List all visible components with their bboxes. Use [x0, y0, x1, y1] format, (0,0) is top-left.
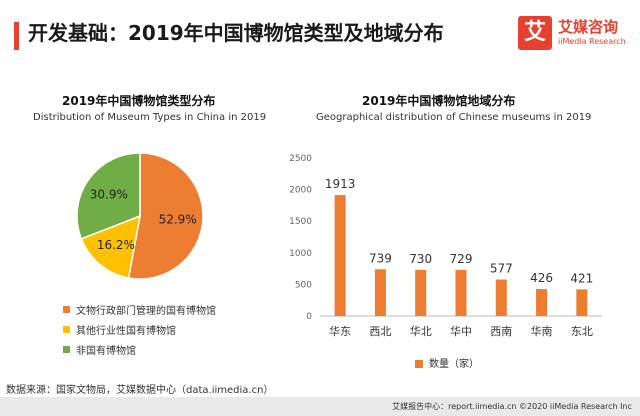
x-tick-label: 西北 — [369, 325, 391, 338]
pie-legend-item-2: 非国有博物馆 — [63, 342, 136, 357]
pie-chart: 52.9% 16.2% 30.9% — [76, 152, 204, 280]
y-tick-label: 500 — [295, 280, 312, 290]
bar-value-label: 729 — [450, 252, 473, 266]
x-tick-label: 华东 — [329, 324, 351, 338]
logo-name: 艾媒咨询 — [558, 18, 619, 36]
pie-slice-0 — [127, 152, 204, 280]
pie-slice-1 — [80, 214, 141, 279]
bar-chart-title: 2019年中国博物馆地域分布 — [362, 94, 516, 108]
y-tick-label: 2000 — [289, 186, 312, 196]
pie-chart-title: 2019年中国博物馆类型分布 — [62, 94, 216, 108]
bar-value-label: 739 — [369, 251, 392, 265]
legend-label-1: 其他行业性国有博物馆 — [76, 326, 176, 337]
page-header: 开发基础：2019年中国博物馆类型及地域分布 艾 艾媒咨询 iiMedia Re… — [0, 0, 640, 66]
bar-value-label: 1913 — [325, 177, 356, 191]
header-accent-bar — [14, 22, 19, 50]
bar-chart-subtitle: Geographical distribution of Chinese mus… — [316, 112, 592, 123]
logo-mark: 艾 — [518, 16, 552, 50]
legend-swatch-2 — [63, 346, 70, 353]
pie-slice-2 — [76, 152, 141, 240]
x-tick-label: 华中 — [450, 324, 472, 338]
legend-label-0: 文物行政部门管理的国有博物馆 — [76, 306, 216, 317]
y-tick-label: 1500 — [289, 217, 312, 227]
bar-chart: 0 500 1000 1500 2000 2500 1913 华东 739 西北 730 华北 729 华… — [289, 154, 602, 338]
pie-slice-label-0: 52.9% — [159, 212, 197, 226]
pie-legend-item-0: 文物行政部门管理的国有博物馆 — [63, 302, 216, 317]
y-tick-label: 2500 — [289, 154, 312, 164]
x-tick-label: 东北 — [571, 325, 593, 338]
x-tick-label: 华北 — [410, 324, 432, 338]
page-title: 开发基础：2019年中国博物馆类型及地域分布 — [28, 21, 444, 45]
bar-华中 — [455, 269, 467, 316]
x-tick-label: 华南 — [531, 324, 553, 338]
bar-value-label: 577 — [490, 262, 513, 276]
pie-slice-label-2: 30.9% — [90, 188, 128, 202]
bar-华东 — [334, 195, 346, 316]
bar-legend: 数量（家） — [415, 355, 479, 370]
data-source: 数据来源：国家文物局，艾媒数据中心（data.iimedia.cn） — [6, 385, 274, 396]
y-tick-label: 0 — [306, 312, 312, 322]
bar-东北 — [576, 289, 588, 316]
bar-value-label: 426 — [530, 271, 553, 285]
legend-swatch-0 — [63, 306, 70, 313]
bar-西南 — [495, 279, 507, 316]
bar-legend-swatch — [415, 360, 423, 368]
x-tick-label: 西南 — [490, 325, 512, 338]
legend-label-2: 非国有博物馆 — [76, 346, 136, 357]
logo-subtitle: iiMedia Research — [558, 37, 626, 46]
bar-value-label: 730 — [409, 252, 432, 266]
pie-legend-item-1: 其他行业性国有博物馆 — [63, 322, 176, 337]
iimedia-logo: 艾 艾媒咨询 iiMedia Research — [518, 16, 636, 54]
y-tick-label: 1000 — [289, 249, 312, 259]
bar-华南 — [536, 289, 548, 316]
pie-chart-subtitle: Distribution of Museum Types in China in… — [33, 112, 267, 123]
bar-value-label: 421 — [570, 271, 593, 285]
bar-legend-label: 数量（家） — [429, 359, 479, 370]
legend-swatch-1 — [63, 326, 70, 333]
footer-text: 艾媒报告中心：report.iimedia.cn ©2020 iiMedia R… — [392, 402, 632, 411]
footer-bar: 艾媒报告中心：report.iimedia.cn ©2020 iiMedia R… — [0, 397, 640, 416]
bar-西北 — [374, 269, 386, 316]
bar-华北 — [415, 269, 427, 316]
pie-slice-label-1: 16.2% — [97, 238, 135, 252]
